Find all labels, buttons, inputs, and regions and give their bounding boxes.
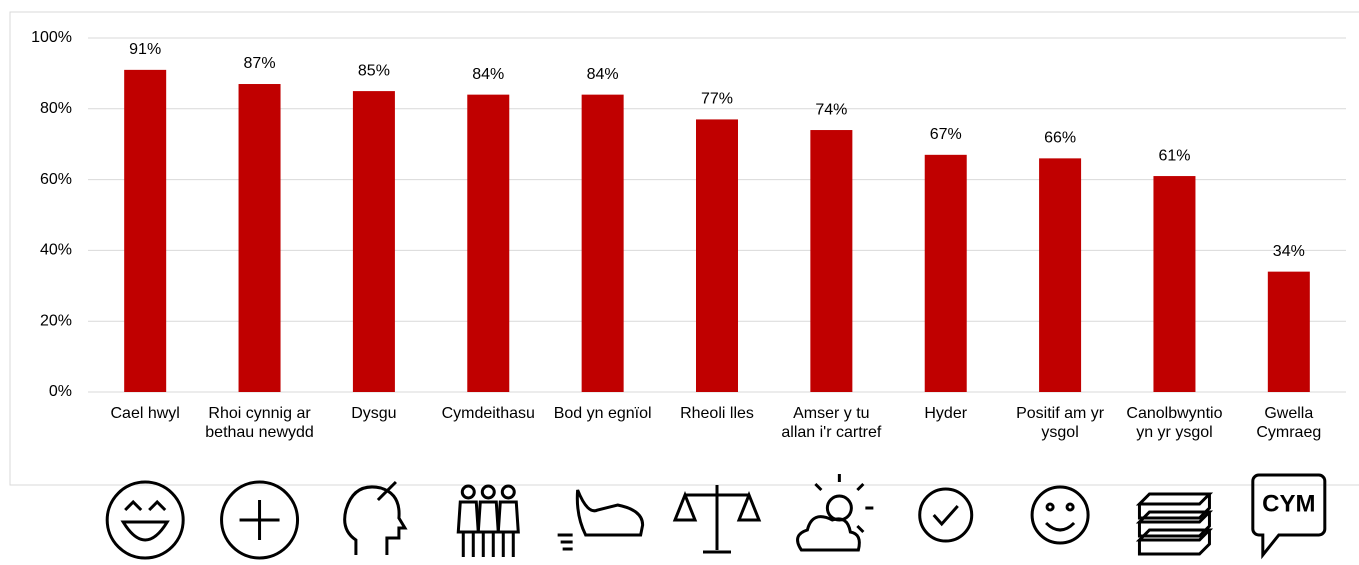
bar <box>1039 158 1082 392</box>
value-label: 34% <box>1273 243 1305 260</box>
bar <box>238 84 281 393</box>
icon-shape <box>460 484 476 500</box>
y-tick-label: 100% <box>31 29 72 46</box>
icon-shape <box>480 484 496 500</box>
icon-shape <box>575 489 645 537</box>
x-tick-label: Dysgu <box>351 405 397 422</box>
bar <box>581 94 624 392</box>
icon-shape <box>496 500 520 557</box>
bar <box>924 154 967 392</box>
icon-shape <box>1135 492 1214 520</box>
icon-shape <box>796 515 861 552</box>
x-tick-label: Amser y tu allan i'r cartref <box>781 405 882 441</box>
chart-frame <box>9 11 1359 486</box>
icon-shape <box>376 480 397 502</box>
icon-shape <box>932 505 959 527</box>
bar <box>1153 176 1196 392</box>
icon-shape <box>1251 473 1327 560</box>
y-tick-label: 40% <box>40 242 72 259</box>
icon-shape <box>456 500 480 557</box>
bar <box>1267 271 1310 392</box>
y-tick-label: 0% <box>49 383 72 400</box>
y-tick-label: 80% <box>40 100 72 117</box>
bar <box>467 94 510 392</box>
x-tick-label: Gwella Cymraeg <box>1256 405 1322 441</box>
icon-shape <box>1135 528 1214 556</box>
bar <box>124 69 167 393</box>
icon-shape <box>1065 502 1075 512</box>
x-tick-label: Positif am yr ysgol <box>1016 405 1105 441</box>
icon-shape <box>1135 510 1214 538</box>
icon-shape <box>918 487 974 543</box>
icon-shape <box>500 484 516 500</box>
value-label: 91% <box>129 41 161 58</box>
x-tick-label: Bod yn egnïol <box>553 405 652 422</box>
icon-shape <box>476 500 500 557</box>
value-label: 74% <box>815 101 847 118</box>
icon-shape <box>239 500 280 540</box>
icon-shape <box>120 520 170 542</box>
value-label: 87% <box>244 55 276 72</box>
x-tick-label: Rheoli lles <box>680 405 754 422</box>
value-label: 66% <box>1044 130 1076 147</box>
icon-shape <box>814 474 874 534</box>
icon-shape <box>105 480 185 560</box>
icon-shape <box>1030 485 1090 545</box>
bar <box>696 119 738 393</box>
icon-shape <box>1045 502 1055 512</box>
y-tick-label: 20% <box>40 312 72 329</box>
icon-shape <box>672 485 762 554</box>
icon-shape <box>124 499 167 512</box>
icon-shape <box>220 480 300 560</box>
x-tick-label: Hyder <box>924 405 968 422</box>
value-label: 67% <box>930 126 962 143</box>
value-label: 77% <box>701 91 733 108</box>
icon-shape <box>343 485 408 555</box>
x-tick-label: Cael hwyl <box>110 405 180 422</box>
bar <box>810 130 853 393</box>
icon-shape <box>825 494 853 522</box>
icon-shape <box>557 533 573 551</box>
icon-label: CYM <box>1262 490 1315 517</box>
y-tick-label: 60% <box>40 171 72 188</box>
x-tick-label: Canolbwyntio yn yr ysgol <box>1126 405 1223 441</box>
bar <box>352 91 395 392</box>
icon-shape <box>1045 521 1076 532</box>
value-label: 84% <box>587 66 619 83</box>
value-label: 61% <box>1158 147 1190 164</box>
value-label: 84% <box>472 66 504 83</box>
x-tick-label: Rhoi cynnig ar bethau newydd <box>205 405 314 441</box>
icons: CYM <box>105 473 1327 560</box>
value-label: 85% <box>358 62 390 79</box>
x-tick-label: Cymdeithasu <box>441 405 535 422</box>
